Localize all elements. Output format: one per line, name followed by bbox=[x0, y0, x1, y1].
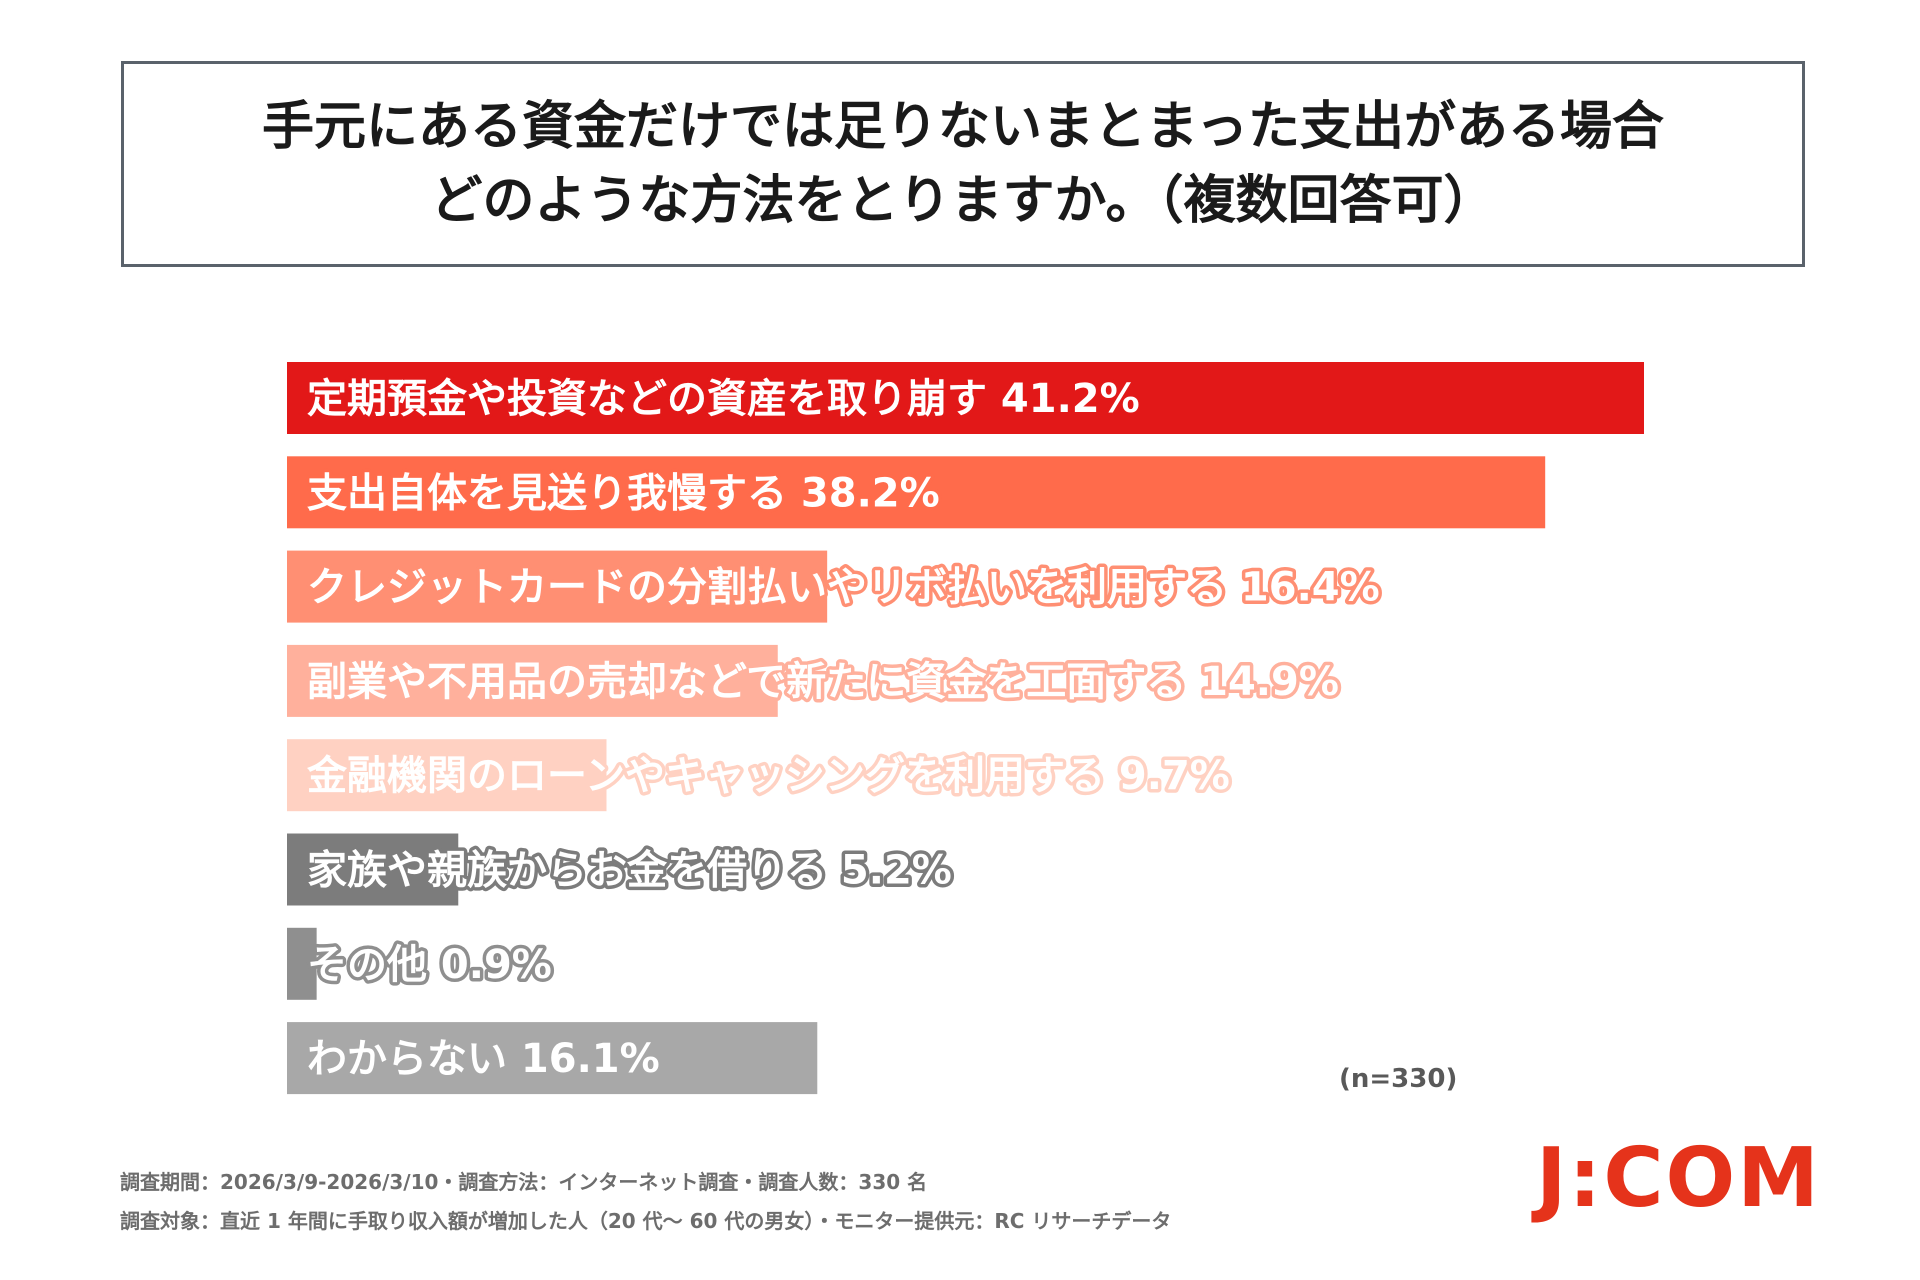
jcom-logo: J:COM bbox=[1536, 1138, 1821, 1220]
logo-part2: COM bbox=[1603, 1131, 1821, 1226]
bar-4 bbox=[287, 739, 607, 812]
bar-label-6: その他 0.9% bbox=[307, 942, 552, 988]
bar-0 bbox=[287, 362, 1644, 434]
bar-label-3: 副業や不用品の売却などで新たに資金を工面する 14.9% bbox=[307, 659, 1339, 705]
bar-label-2: クレジットカードの分割払いやリボ払いを利用する 16.4% bbox=[307, 565, 1380, 611]
bar-label-5: 家族や親族からお金を借りる 5.2% bbox=[307, 848, 952, 894]
bar-7 bbox=[287, 1022, 818, 1095]
title-box: 手元にある資金だけでは足りないまとまった支出がある場合 どのような方法をとります… bbox=[121, 61, 1805, 267]
bar-6 bbox=[287, 927, 317, 1000]
survey-target-note: 調査対象：直近 1 年間に手取り収入額が増加した人（20 代～ 60 代の男女）… bbox=[120, 1209, 1172, 1233]
sample-size-note: (n=330) bbox=[1339, 1064, 1458, 1094]
bar-3 bbox=[287, 644, 778, 717]
bar-label-7: わからない 16.1% bbox=[307, 1036, 660, 1082]
bar-label-0: 定期預金や投資などの資産を取り崩す 41.2% bbox=[307, 376, 1140, 422]
bar-label-4: 金融機関のローンやキャッシングを利用する 9.7% bbox=[306, 753, 1230, 799]
bar-2 bbox=[287, 550, 828, 623]
bar-label-1: 支出自体を見送り我慢する 38.2% bbox=[307, 470, 940, 516]
bar-1 bbox=[287, 456, 1546, 529]
logo-separator: : bbox=[1568, 1131, 1604, 1226]
chart-title-line1: 手元にある資金だけでは足りないまとまった支出がある場合 bbox=[262, 97, 1664, 157]
chart-title-line2: どのような方法をとりますか。（複数回答可） bbox=[430, 171, 1496, 231]
bar-5 bbox=[287, 833, 459, 906]
survey-period-note: 調査期間：2026/3/9-2026/3/10・調査方法：インターネット調査・調… bbox=[120, 1170, 928, 1194]
logo-part1: J bbox=[1536, 1131, 1569, 1226]
